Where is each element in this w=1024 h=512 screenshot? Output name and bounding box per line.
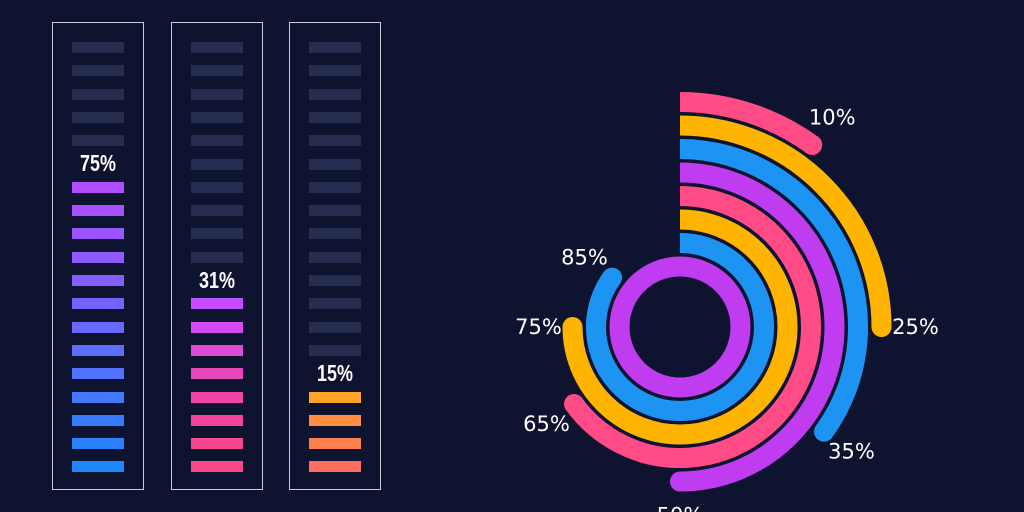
bar-segment-empty bbox=[309, 42, 361, 53]
bar-segment-empty bbox=[191, 88, 243, 100]
bar-segment-filled bbox=[72, 251, 124, 263]
bar-segment-empty bbox=[309, 298, 361, 310]
bar-segment-empty bbox=[309, 65, 361, 77]
bar-label-2: 31% bbox=[199, 266, 235, 293]
bar-segment-empty bbox=[191, 111, 243, 123]
radial-ring-cap bbox=[814, 421, 835, 442]
bar-segment-empty bbox=[309, 111, 361, 123]
bar-segment-filled bbox=[309, 391, 361, 403]
bar-segment-filled bbox=[191, 414, 243, 426]
bar-segment-filled bbox=[72, 321, 124, 333]
bar-segment-filled bbox=[309, 461, 361, 473]
bar-segment-empty bbox=[72, 65, 124, 77]
bar-segment-empty bbox=[309, 88, 361, 100]
radial-ring-25 bbox=[679, 115, 892, 328]
radial-ring-full bbox=[609, 256, 751, 398]
radial-ring-10 bbox=[679, 92, 819, 154]
radial-label: 65% bbox=[523, 412, 570, 436]
radial-label: 50% bbox=[657, 504, 704, 512]
bar-segment-filled bbox=[72, 205, 124, 217]
bar-panel-1: 75% bbox=[52, 22, 144, 490]
bar-panel-2: 31% bbox=[171, 22, 263, 490]
radial-ring-50 bbox=[679, 162, 845, 492]
bar-segment-empty bbox=[191, 158, 243, 170]
bar-segment-empty bbox=[309, 181, 361, 193]
bar-segment-filled bbox=[72, 275, 124, 286]
bar-segment-empty bbox=[72, 88, 124, 100]
radial-label: 85% bbox=[561, 246, 608, 270]
bar-segment-filled bbox=[72, 368, 124, 380]
bar-segment-empty bbox=[72, 42, 124, 53]
bar-segment-empty bbox=[191, 251, 243, 263]
bar-segment-empty bbox=[309, 205, 361, 217]
bar-segment-filled bbox=[191, 438, 243, 450]
bar-segment-empty bbox=[309, 251, 361, 263]
bar-segment-filled bbox=[72, 298, 124, 310]
bar-segment-filled bbox=[72, 181, 124, 193]
bar-segment-empty bbox=[191, 181, 243, 193]
radial-ring-cap bbox=[602, 267, 623, 288]
bar-panel-3: 15% bbox=[289, 22, 381, 490]
bar-segment-empty bbox=[191, 205, 243, 217]
radial-ring-65 bbox=[565, 186, 821, 468]
radial-ring-cap bbox=[871, 317, 892, 337]
bar-segment-empty bbox=[309, 321, 361, 333]
bar-segment-filled bbox=[72, 228, 124, 240]
bar-segment-empty bbox=[309, 344, 361, 356]
bar-segment-filled bbox=[72, 461, 124, 473]
bar-segment-filled bbox=[72, 344, 124, 356]
bar-segment-filled bbox=[72, 391, 124, 403]
bar-segment-filled bbox=[191, 461, 243, 473]
bar-segment-filled bbox=[191, 368, 243, 380]
radial-ring-cap bbox=[802, 134, 823, 155]
bar-segment-empty bbox=[191, 228, 243, 240]
bar-segment-filled bbox=[72, 438, 124, 450]
bar-segment-empty bbox=[309, 135, 361, 147]
radial-ring-75 bbox=[562, 209, 798, 445]
bar-segment-filled bbox=[309, 414, 361, 426]
radial-ring-cap bbox=[562, 317, 583, 337]
bar-segment-empty bbox=[191, 135, 243, 147]
bar-segment-filled bbox=[191, 344, 243, 356]
bar-segment-empty bbox=[309, 158, 361, 170]
radial-label: 35% bbox=[828, 440, 875, 464]
bar-label-3: 15% bbox=[317, 359, 353, 386]
bar-segment-filled bbox=[191, 298, 243, 310]
bar-segment-empty bbox=[309, 228, 361, 240]
bar-segment-filled bbox=[191, 321, 243, 333]
radial-label: 75% bbox=[515, 315, 562, 339]
radial-label: 10% bbox=[809, 106, 856, 130]
bar-segment-empty bbox=[191, 65, 243, 77]
radial-ring-cap bbox=[564, 394, 585, 414]
bar-segment-empty bbox=[72, 111, 124, 123]
bar-segment-empty bbox=[72, 135, 124, 147]
bar-segment-empty bbox=[309, 275, 361, 286]
bar-segment-filled bbox=[191, 391, 243, 403]
radial-ring-cap bbox=[670, 471, 690, 492]
bar-segment-empty bbox=[191, 42, 243, 53]
radial-label: 25% bbox=[892, 315, 939, 339]
bar-segment-filled bbox=[309, 438, 361, 450]
radial-ring-35 bbox=[679, 139, 868, 438]
bar-segment-filled bbox=[72, 414, 124, 426]
bar-label-1: 75% bbox=[80, 150, 116, 176]
radial-ring-85 bbox=[586, 233, 774, 421]
